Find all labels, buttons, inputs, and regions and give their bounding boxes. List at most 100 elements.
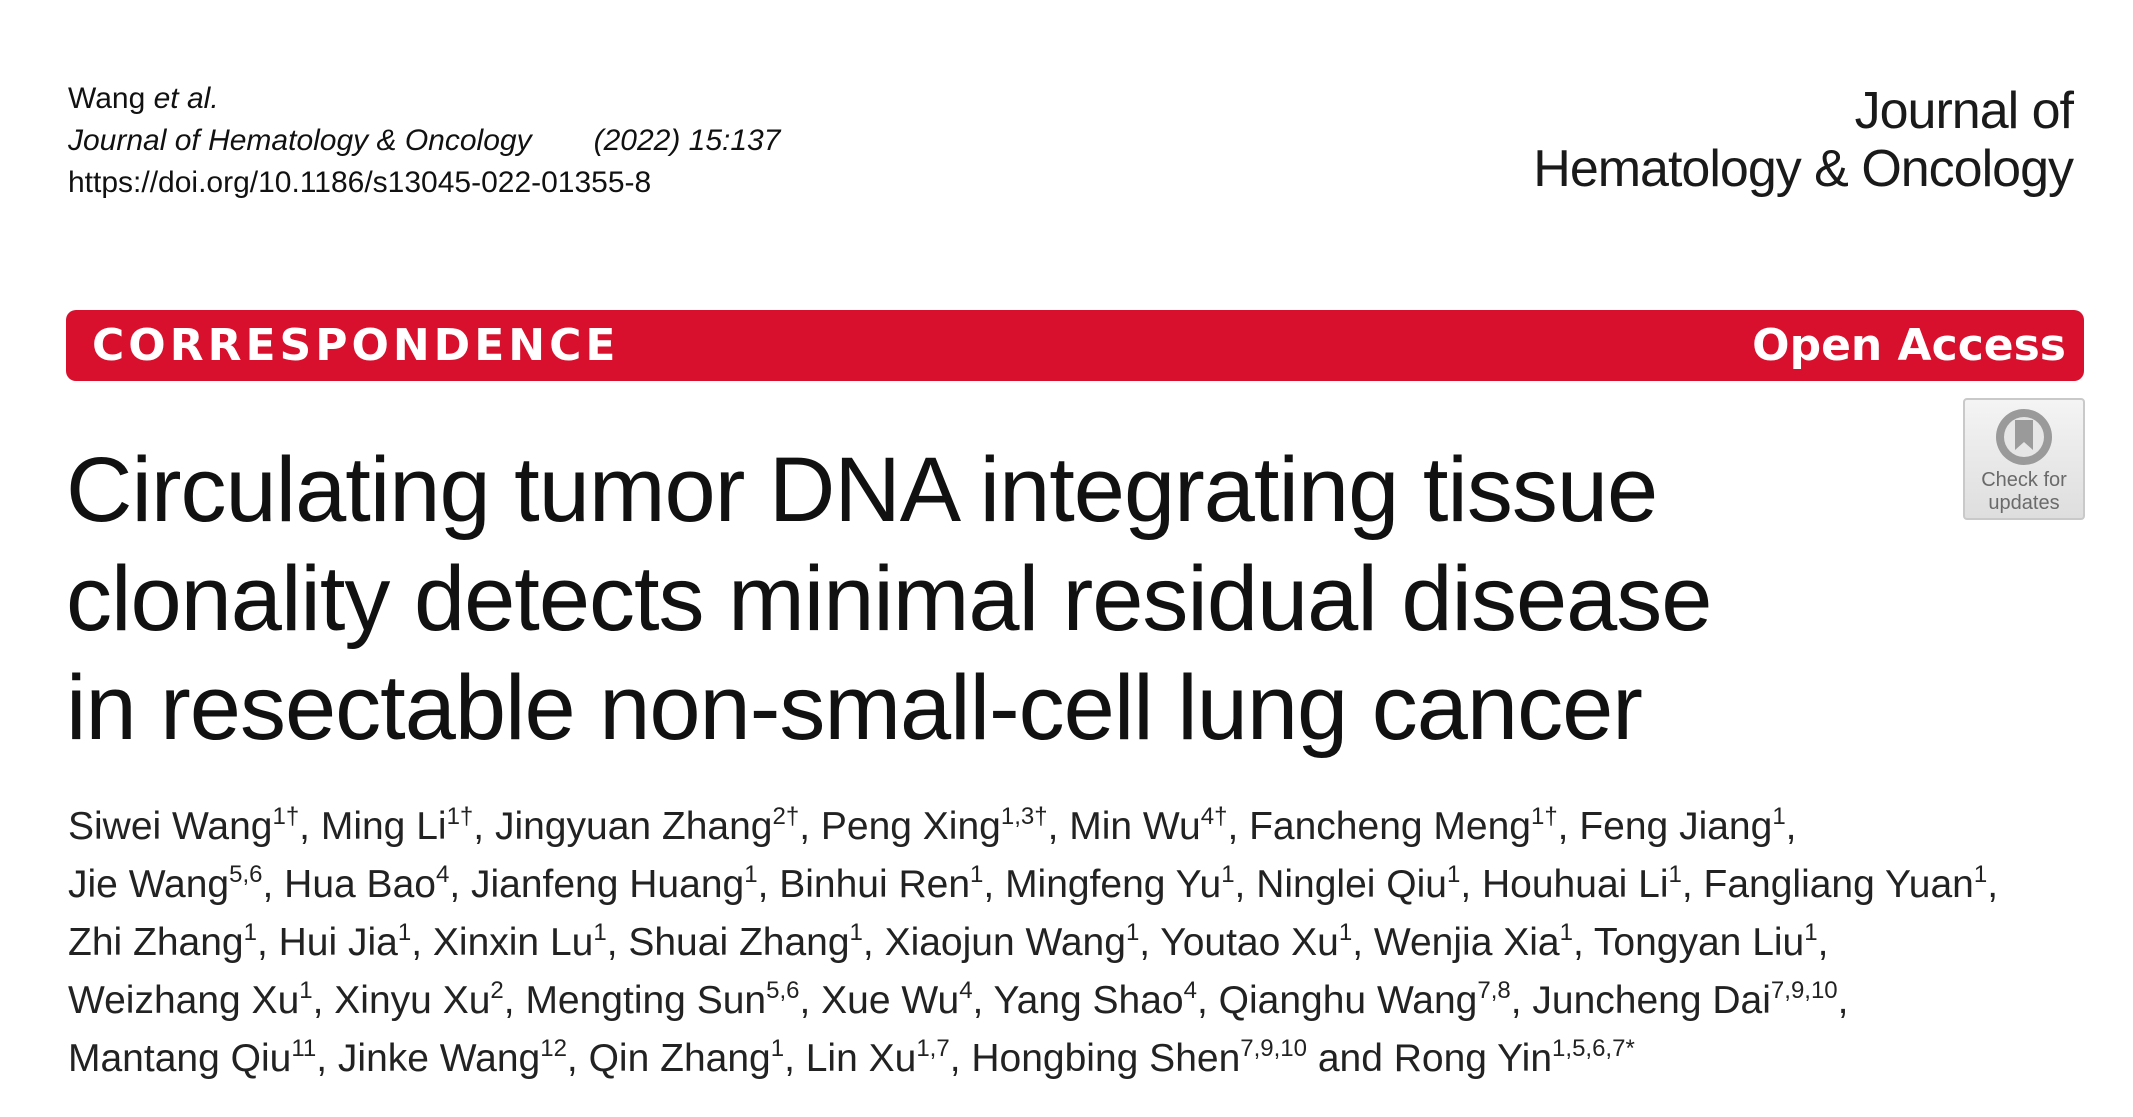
title-line-1: Circulating tumor DNA integrating tissue xyxy=(66,439,1658,541)
title-line-3: in resectable non-small-cell lung cancer xyxy=(66,657,1643,759)
author-name[interactable]: Hui Jia1 xyxy=(278,919,412,965)
author-affiliation-sup: 1 xyxy=(299,977,313,1004)
author-affiliation-sup: 2 xyxy=(490,977,504,1004)
author-name-text: Fangliang Yuan xyxy=(1703,863,1974,906)
author-affiliation-sup: 4 xyxy=(1183,977,1197,1004)
author-affiliation-sup: 1 xyxy=(593,919,607,946)
author-affiliation-sup: 1 xyxy=(1221,861,1235,888)
author-name[interactable]: Fangliang Yuan1 xyxy=(1703,863,1988,907)
author-affiliation-sup: 7,9,10 xyxy=(1240,1035,1307,1062)
author-name[interactable]: Lin Xu1,7 xyxy=(806,1035,950,1081)
author-name[interactable]: and Rong Yin1,5,6,7* xyxy=(1318,1035,1635,1081)
author-affiliation-sup: 1 xyxy=(1125,919,1140,946)
article-type-banner: CORRESPONDENCE Open Access xyxy=(66,310,2084,381)
author-affiliation-sup: 1† xyxy=(272,803,300,830)
author-name[interactable]: Xiaojun Wang1 xyxy=(884,919,1140,965)
author-name[interactable]: Wenjia Xia1 xyxy=(1373,921,1573,965)
check-for-updates-button[interactable]: Check for updates xyxy=(1963,398,2085,520)
author-name-text: Shuai Zhang xyxy=(628,921,850,964)
author-affiliation-sup: 1 xyxy=(770,1035,785,1062)
author-affiliation-sup: 5,6 xyxy=(766,977,800,1004)
author-name[interactable]: Yang Shao4 xyxy=(993,977,1197,1023)
citation-doi-link[interactable]: https://doi.org/10.1186/s13045-022-01355… xyxy=(68,166,652,199)
author-name[interactable]: Peng Xing1,3† xyxy=(821,805,1048,849)
author-affiliation-sup: 1 xyxy=(1804,919,1818,946)
author-name[interactable]: Ming Li1† xyxy=(320,803,474,849)
author-line: Weizhang Xu1, Xinyu Xu2, Mengting Sun5,6… xyxy=(68,977,1849,1023)
author-affiliation-sup: 4 xyxy=(435,861,450,888)
author-affiliation-sup: 1 xyxy=(744,861,758,888)
author-line: Mantang Qiu11, Jinke Wang12, Qin Zhang1,… xyxy=(68,1035,1635,1081)
citation-et-al: et al. xyxy=(153,82,219,115)
author-affiliation-sup: 1 xyxy=(1772,803,1786,830)
author-affiliation-sup: 1 xyxy=(1446,861,1461,888)
author-name-text: Wenjia Xia xyxy=(1373,921,1560,964)
author-name-text: Jinke Wang xyxy=(337,1037,541,1080)
author-name[interactable]: Min Wu4† xyxy=(1069,803,1228,849)
author-affiliation-sup: 1,7 xyxy=(916,1035,950,1062)
author-name[interactable]: Zhi Zhang1 xyxy=(68,919,257,965)
author-name-text: Jianfeng Huang xyxy=(470,863,745,906)
author-name-text: Min Wu xyxy=(1069,805,1201,848)
author-name[interactable]: Jie Wang5,6 xyxy=(68,861,263,907)
author-name-text: Hongbing Shen xyxy=(971,1037,1241,1080)
author-name[interactable]: Jingyuan Zhang2† xyxy=(495,805,799,849)
author-name[interactable]: Jinke Wang12 xyxy=(337,1035,567,1081)
author-name[interactable]: Shuai Zhang1 xyxy=(628,921,863,965)
author-affiliation-sup: 1† xyxy=(1530,803,1558,830)
author-affiliation-sup: 4 xyxy=(959,977,973,1004)
author-name-text: Hua Bao xyxy=(284,863,436,906)
author-name[interactable]: Qianghu Wang7,8 xyxy=(1218,979,1511,1023)
author-affiliation-sup: 12 xyxy=(540,1035,567,1062)
author-name-text: Tongyan Liu xyxy=(1593,921,1805,964)
open-access-label: Open Access xyxy=(1752,320,2066,371)
author-name[interactable]: Mingfeng Yu1 xyxy=(1005,861,1235,907)
author-name-text: Jie Wang xyxy=(68,863,230,906)
author-name-text: Xiaojun Wang xyxy=(884,921,1126,964)
author-line: Jie Wang5,6, Hua Bao4, Jianfeng Huang1, … xyxy=(68,861,1999,907)
author-name[interactable]: Mengting Sun5,6 xyxy=(525,977,800,1023)
author-name-text: Qianghu Wang xyxy=(1218,979,1478,1022)
author-name[interactable]: Jianfeng Huang1 xyxy=(470,861,758,907)
author-name[interactable]: Qin Zhang1 xyxy=(589,1035,785,1081)
author-name[interactable]: Youtao Xu1 xyxy=(1160,921,1352,965)
author-name[interactable]: Ninglei Qiu1 xyxy=(1256,861,1461,907)
author-name[interactable]: Hua Bao4 xyxy=(284,861,450,907)
author-name-text: Xinxin Lu xyxy=(432,921,594,964)
author-name-text: Siwei Wang xyxy=(68,805,273,848)
author-line: Siwei Wang1†, Ming Li1†, Jingyuan Zhang2… xyxy=(68,803,1797,849)
author-name-text: Mantang Qiu xyxy=(68,1037,292,1080)
journal-logo: Journal of Hematology & Oncology xyxy=(1533,82,2074,198)
author-name[interactable]: Weizhang Xu1 xyxy=(68,977,313,1023)
author-name[interactable]: Hongbing Shen7,9,10 xyxy=(971,1035,1307,1081)
author-name[interactable]: Houhuai Li1 xyxy=(1482,861,1682,907)
author-name-text: Youtao Xu xyxy=(1160,921,1339,964)
author-name[interactable]: Xinyu Xu2 xyxy=(334,977,504,1023)
author-name-text: Hui Jia xyxy=(278,921,398,964)
author-name-text: Xue Wu xyxy=(821,979,960,1022)
author-name-text: Ming Li xyxy=(320,805,447,848)
author-affiliation-sup: 1† xyxy=(446,803,474,830)
author-affiliation-sup: 1,5,6,7* xyxy=(1552,1035,1635,1062)
citation-journal-line: Journal of Hematology & Oncology (2022) … xyxy=(68,120,780,162)
author-name[interactable]: Fancheng Meng1† xyxy=(1249,803,1558,849)
author-affiliation-sup: 1 xyxy=(397,919,412,946)
author-name[interactable]: Xue Wu4 xyxy=(821,977,973,1023)
check-updates-line1: Check for xyxy=(1981,469,2067,491)
author-affiliation-sup: 5,6 xyxy=(229,861,263,888)
author-affiliation-sup: 1 xyxy=(1668,861,1682,888)
author-name[interactable]: Binhui Ren1 xyxy=(779,861,984,907)
author-name[interactable]: Siwei Wang1† xyxy=(68,803,300,849)
author-affiliation-sup: 4† xyxy=(1200,803,1228,830)
author-affiliation-sup: 1 xyxy=(243,919,257,946)
citation-block: Wang et al. Journal of Hematology & Onco… xyxy=(68,78,780,204)
author-name[interactable]: Mantang Qiu11 xyxy=(68,1037,316,1081)
author-name[interactable]: Juncheng Dai7,9,10 xyxy=(1532,979,1837,1023)
citation-journal: Journal of Hematology & Oncology xyxy=(68,124,532,157)
author-name[interactable]: Feng Jiang1 xyxy=(1579,803,1786,849)
author-affiliation-sup: 1 xyxy=(970,861,984,888)
author-name[interactable]: Tongyan Liu1 xyxy=(1593,919,1818,965)
article-title: Circulating tumor DNA integrating tissue… xyxy=(66,436,1946,763)
author-name[interactable]: Xinxin Lu1 xyxy=(432,919,607,965)
author-name-text: Yang Shao xyxy=(993,979,1184,1022)
